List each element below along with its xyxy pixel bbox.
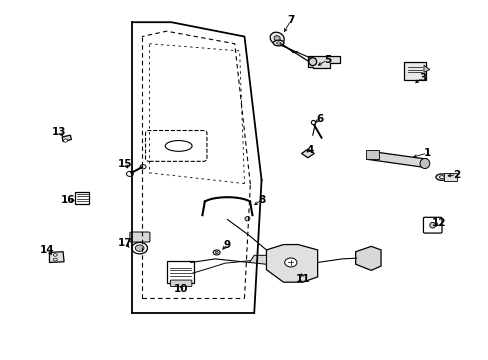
Polygon shape [355, 246, 380, 270]
Ellipse shape [63, 139, 67, 142]
Polygon shape [62, 135, 71, 141]
Ellipse shape [135, 245, 144, 251]
FancyBboxPatch shape [130, 232, 150, 242]
Text: 16: 16 [61, 195, 75, 205]
Ellipse shape [126, 171, 133, 176]
Text: 3: 3 [418, 73, 425, 83]
Text: 5: 5 [323, 55, 330, 65]
FancyBboxPatch shape [170, 280, 191, 287]
FancyBboxPatch shape [404, 62, 425, 80]
Ellipse shape [439, 176, 444, 179]
Text: 6: 6 [316, 114, 323, 124]
Text: 1: 1 [423, 148, 430, 158]
Text: 12: 12 [431, 218, 446, 228]
Text: 8: 8 [257, 195, 264, 205]
Ellipse shape [429, 222, 435, 228]
Text: 4: 4 [306, 144, 313, 154]
Text: 15: 15 [118, 159, 132, 169]
FancyBboxPatch shape [423, 217, 441, 233]
Ellipse shape [276, 42, 280, 44]
FancyBboxPatch shape [366, 150, 378, 159]
Ellipse shape [213, 250, 220, 255]
Text: 14: 14 [40, 245, 54, 255]
Ellipse shape [435, 174, 447, 180]
Ellipse shape [308, 58, 316, 66]
Text: 9: 9 [224, 239, 230, 249]
Polygon shape [366, 151, 427, 167]
Polygon shape [301, 149, 314, 158]
Ellipse shape [132, 242, 147, 254]
Text: 10: 10 [174, 284, 188, 294]
Ellipse shape [244, 217, 249, 221]
Text: 13: 13 [52, 127, 66, 136]
Ellipse shape [53, 258, 57, 261]
Ellipse shape [419, 158, 429, 168]
Polygon shape [307, 56, 339, 68]
Ellipse shape [53, 254, 57, 256]
Ellipse shape [140, 165, 146, 169]
Polygon shape [249, 255, 266, 264]
Polygon shape [49, 252, 64, 262]
FancyBboxPatch shape [75, 192, 89, 204]
Ellipse shape [269, 32, 284, 45]
Polygon shape [266, 244, 317, 282]
Ellipse shape [273, 40, 284, 46]
Text: 17: 17 [118, 238, 132, 248]
Ellipse shape [215, 251, 218, 253]
Polygon shape [423, 65, 429, 72]
Ellipse shape [284, 258, 296, 267]
Text: 2: 2 [452, 170, 459, 180]
FancyBboxPatch shape [167, 261, 193, 283]
Text: 11: 11 [295, 274, 309, 284]
Text: 7: 7 [286, 15, 294, 26]
FancyBboxPatch shape [444, 173, 456, 181]
Ellipse shape [274, 36, 280, 41]
